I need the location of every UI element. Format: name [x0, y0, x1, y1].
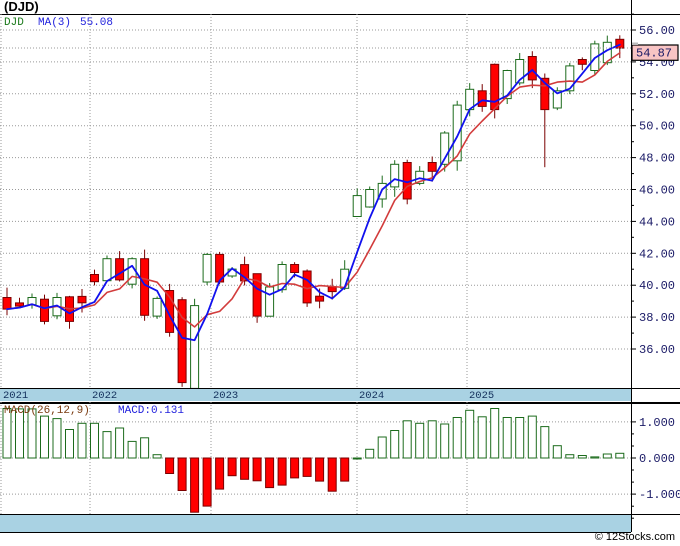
- svg-text:2023: 2023: [213, 390, 238, 402]
- svg-text:MACD(26,12,9): MACD(26,12,9): [4, 405, 90, 417]
- svg-text:(DJD): (DJD): [4, 0, 39, 14]
- svg-text:48.00: 48.00: [639, 152, 675, 166]
- svg-text:50.00: 50.00: [639, 120, 675, 134]
- svg-text:40.00: 40.00: [639, 279, 675, 293]
- svg-text:36.00: 36.00: [639, 343, 675, 357]
- svg-text:2025: 2025: [469, 390, 494, 402]
- svg-text:MA(3): MA(3): [38, 17, 71, 29]
- svg-text:54.87: 54.87: [636, 47, 672, 61]
- svg-text:38.00: 38.00: [639, 311, 675, 325]
- svg-text:© 12Stocks.com: © 12Stocks.com: [595, 531, 675, 543]
- svg-text:MACD:0.131: MACD:0.131: [118, 405, 184, 417]
- svg-text:56.00: 56.00: [639, 24, 675, 38]
- svg-text:52.00: 52.00: [639, 88, 675, 102]
- svg-text:55.08: 55.08: [80, 17, 113, 29]
- svg-text:2022: 2022: [92, 390, 117, 402]
- svg-text:46.00: 46.00: [639, 184, 675, 198]
- svg-text:44.00: 44.00: [639, 215, 675, 229]
- svg-text:2021: 2021: [3, 390, 28, 402]
- svg-text:0.000: 0.000: [639, 452, 675, 466]
- svg-text:2024: 2024: [359, 390, 384, 402]
- svg-text:DJD: DJD: [4, 17, 24, 29]
- svg-text:-1.000: -1.000: [639, 488, 680, 502]
- svg-text:1.000: 1.000: [639, 416, 675, 430]
- svg-text:42.00: 42.00: [639, 247, 675, 261]
